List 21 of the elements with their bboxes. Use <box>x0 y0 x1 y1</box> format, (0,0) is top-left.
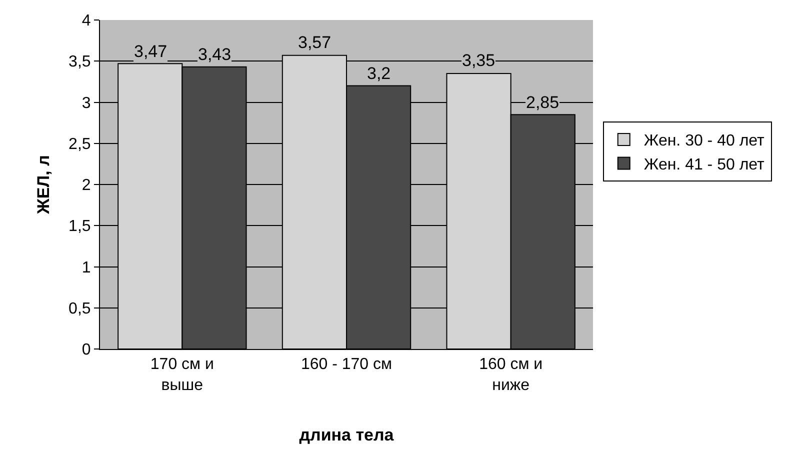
data-label: 3,47 <box>134 42 168 61</box>
data-label: 2,85 <box>526 93 560 112</box>
y-tick-label: 3 <box>82 94 91 112</box>
y-tick-label: 3,5 <box>68 54 91 71</box>
y-tick-label: 1,5 <box>68 218 91 236</box>
x-axis-title: длина тела <box>299 425 394 444</box>
y-tick-label: 0,5 <box>68 300 91 318</box>
legend-label: Жен. 41 - 50 лет <box>644 156 766 174</box>
y-axis-title: ЖЕЛ, л <box>34 155 54 215</box>
data-label: 3,35 <box>462 51 496 70</box>
x-tick-label: 160 - 170 см <box>300 356 392 374</box>
y-tick-label: 2,5 <box>68 136 91 153</box>
y-tick-label: 2 <box>82 177 91 194</box>
data-label: 3,57 <box>298 33 332 52</box>
data-label: 3,2 <box>367 64 391 83</box>
y-tick-label: 0 <box>82 342 91 359</box>
x-tick-label: 160 см и ниже <box>479 356 543 394</box>
y-tick-label: 1 <box>82 259 91 276</box>
x-tick-label: 170 см и выше <box>150 356 214 394</box>
data-label: 3,43 <box>198 45 232 64</box>
y-tick-label: 4 <box>82 12 91 30</box>
